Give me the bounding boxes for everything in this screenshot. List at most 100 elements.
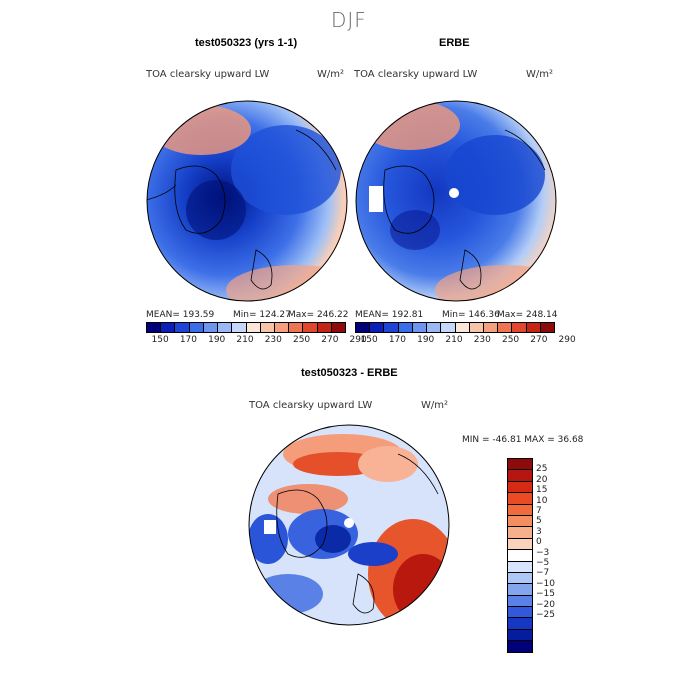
colorbar-tick-label: 250 bbox=[501, 335, 520, 345]
colorbar-tick-label: 20 bbox=[536, 474, 548, 485]
colorbar-swatch bbox=[356, 323, 371, 332]
obs-polar-map bbox=[355, 100, 557, 302]
colorbar-tick-label: −5 bbox=[536, 558, 550, 568]
colorbar-swatch bbox=[508, 481, 532, 494]
colorbar-tick-label: 250 bbox=[292, 335, 311, 345]
colorbar-swatch bbox=[508, 618, 532, 630]
colorbar-swatch bbox=[540, 323, 555, 332]
diff-minmax-stat: MIN = -46.81 MAX = 36.68 bbox=[462, 435, 584, 445]
diff-units-label: W/m² bbox=[421, 400, 449, 411]
page-title: DJF bbox=[331, 8, 367, 32]
colorbar-swatch bbox=[384, 323, 399, 332]
model-panel-title: test050323 (yrs 1-1) bbox=[195, 37, 298, 49]
colorbar-swatch bbox=[498, 323, 513, 332]
obs-mean-stat: MEAN= 192.81 bbox=[355, 310, 424, 320]
obs-colorbar-ticks: 150 170 190 210 230 250 270 290 bbox=[355, 335, 576, 347]
model-max-stat: Max= 246.22 bbox=[288, 310, 349, 320]
colorbar-swatch bbox=[483, 323, 499, 332]
obs-min-stat: Min= 146.36 bbox=[442, 310, 500, 320]
colorbar-swatch bbox=[508, 641, 532, 653]
colorbar-swatch bbox=[508, 629, 532, 642]
colorbar-tick-label: −20 bbox=[536, 599, 555, 610]
colorbar-tick-label: 0 bbox=[536, 537, 542, 548]
colorbar-swatch bbox=[508, 607, 532, 619]
colorbar-swatch bbox=[508, 493, 532, 505]
colorbar-tick-label: 7 bbox=[536, 506, 542, 516]
colorbar-swatch bbox=[331, 323, 346, 332]
obs-panel-title: ERBE bbox=[439, 37, 470, 49]
colorbar-swatch bbox=[455, 323, 470, 332]
colorbar-tick-label: −7 bbox=[536, 568, 550, 579]
model-mean-stat: MEAN= 193.59 bbox=[146, 310, 215, 320]
colorbar-tick-label: 3 bbox=[536, 526, 542, 537]
diff-variable-label: TOA clearsky upward LW bbox=[249, 400, 373, 411]
colorbar-tick-label: 5 bbox=[536, 516, 542, 527]
colorbar-tick-label: 210 bbox=[445, 335, 463, 345]
colorbar-tick-label: 230 bbox=[264, 335, 282, 345]
colorbar-swatch bbox=[317, 323, 332, 332]
colorbar-swatch bbox=[526, 323, 541, 332]
model-variable-label: TOA clearsky upward LW bbox=[146, 69, 270, 80]
colorbar-swatch bbox=[189, 323, 204, 332]
obs-colorbar bbox=[355, 322, 555, 333]
colorbar-swatch bbox=[203, 323, 219, 332]
colorbar-tick-label: 290 bbox=[558, 335, 576, 345]
colorbar-swatch bbox=[508, 538, 532, 551]
model-colorbar bbox=[146, 322, 346, 333]
colorbar-swatch bbox=[508, 595, 532, 608]
colorbar-swatch bbox=[147, 323, 162, 332]
diff-colorbar bbox=[507, 458, 533, 653]
colorbar-swatch bbox=[508, 504, 532, 516]
colorbar-swatch bbox=[508, 550, 532, 562]
colorbar-tick-label: 190 bbox=[208, 335, 226, 345]
colorbar-tick-label: 290 bbox=[349, 335, 367, 345]
colorbar-swatch bbox=[289, 323, 304, 332]
colorbar-swatch bbox=[412, 323, 428, 332]
colorbar-swatch bbox=[218, 323, 233, 332]
colorbar-swatch bbox=[303, 323, 318, 332]
colorbar-tick-label: −25 bbox=[536, 610, 555, 620]
colorbar-swatch bbox=[508, 584, 532, 596]
colorbar-swatch bbox=[175, 323, 190, 332]
colorbar-tick-label: 230 bbox=[473, 335, 491, 345]
obs-units-label: W/m² bbox=[526, 69, 554, 80]
diff-polar-map bbox=[248, 424, 450, 626]
colorbar-tick-label: 270 bbox=[530, 335, 548, 345]
model-units-label: W/m² bbox=[317, 69, 345, 80]
colorbar-tick-label: 190 bbox=[417, 335, 435, 345]
colorbar-swatch bbox=[246, 323, 261, 332]
colorbar-swatch bbox=[260, 323, 275, 332]
colorbar-swatch bbox=[274, 323, 290, 332]
colorbar-swatch bbox=[441, 323, 456, 332]
obs-max-stat: Max= 248.14 bbox=[497, 310, 558, 320]
colorbar-tick-label: 25 bbox=[536, 464, 548, 475]
model-colorbar-ticks: 150 170 190 210 230 250 270 290 bbox=[146, 335, 367, 347]
colorbar-tick-label: 150 bbox=[151, 335, 169, 345]
model-min-stat: Min= 124.27 bbox=[233, 310, 291, 320]
colorbar-swatch bbox=[370, 323, 385, 332]
colorbar-swatch bbox=[512, 323, 527, 332]
colorbar-tick-label: −3 bbox=[536, 547, 550, 558]
colorbar-tick-label: 210 bbox=[236, 335, 254, 345]
colorbar-tick-label: 150 bbox=[360, 335, 378, 345]
colorbar-tick-label: −15 bbox=[536, 589, 555, 600]
colorbar-swatch bbox=[427, 323, 442, 332]
model-polar-map bbox=[146, 100, 348, 302]
colorbar-tick-label: 15 bbox=[536, 485, 548, 496]
colorbar-swatch bbox=[469, 323, 484, 332]
colorbar-swatch bbox=[232, 323, 247, 332]
colorbar-swatch bbox=[508, 572, 532, 585]
colorbar-tick-label: 270 bbox=[321, 335, 339, 345]
colorbar-tick-label: 10 bbox=[536, 495, 548, 506]
colorbar-swatch bbox=[398, 323, 413, 332]
colorbar-swatch bbox=[508, 459, 532, 471]
colorbar-swatch bbox=[508, 561, 532, 573]
colorbar-swatch bbox=[508, 515, 532, 528]
diff-panel-title: test050323 - ERBE bbox=[301, 367, 398, 379]
colorbar-swatch bbox=[508, 470, 532, 482]
colorbar-swatch bbox=[508, 527, 532, 539]
colorbar-tick-label: 170 bbox=[179, 335, 198, 345]
colorbar-tick-label: 170 bbox=[388, 335, 407, 345]
obs-variable-label: TOA clearsky upward LW bbox=[354, 69, 478, 80]
colorbar-tick-label: −10 bbox=[536, 578, 555, 589]
